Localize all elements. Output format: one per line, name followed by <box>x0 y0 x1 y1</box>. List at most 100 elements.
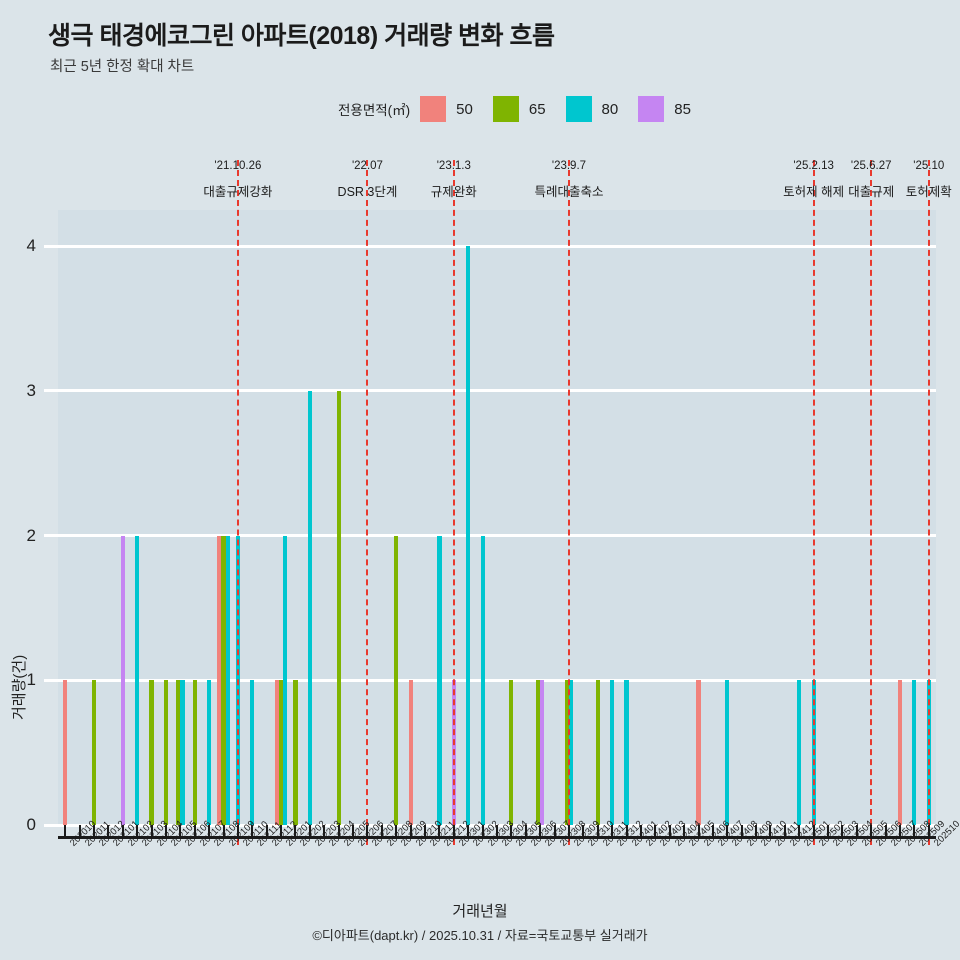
x-tick-mark <box>711 825 714 836</box>
event-text-label: DSR 3단계 <box>337 185 398 199</box>
x-axis-line <box>58 836 936 839</box>
bar[interactable] <box>624 680 629 825</box>
legend-label: 85 <box>674 100 691 118</box>
bar[interactable] <box>480 535 485 825</box>
bar[interactable] <box>63 680 68 825</box>
bar[interactable] <box>307 390 312 825</box>
x-tick-mark <box>280 825 283 836</box>
event-text-label: 규제완화 <box>430 185 477 199</box>
legend-item[interactable]: 50 <box>420 96 487 122</box>
y-tick-label: 1 <box>26 670 36 690</box>
page-subtitle: 최근 5년 한정 확대 차트 <box>50 59 195 75</box>
x-tick-mark <box>193 825 196 836</box>
bar[interactable] <box>509 680 514 825</box>
x-tick-mark <box>927 825 930 836</box>
bar[interactable] <box>225 535 230 825</box>
x-tick-mark <box>683 825 686 836</box>
legend-label: 80 <box>601 100 619 118</box>
event-text-label: 대출규제강화 <box>203 185 273 199</box>
x-tick-mark <box>92 825 95 836</box>
event-text-label: 토허제 해제 <box>783 185 845 199</box>
x-tick-mark <box>553 825 556 836</box>
x-tick-mark <box>294 825 297 836</box>
event-line <box>366 160 369 845</box>
x-tick-mark <box>582 825 585 836</box>
x-tick-mark <box>150 825 153 836</box>
x-tick-mark <box>567 825 570 836</box>
bar[interactable] <box>120 535 125 825</box>
event-line <box>812 160 815 845</box>
bar[interactable] <box>293 680 298 825</box>
x-axis-title: 거래년월 <box>452 903 508 920</box>
y-tick-label: 0 <box>26 815 36 834</box>
x-tick-mark <box>783 825 786 836</box>
bar[interactable] <box>192 680 197 825</box>
bar[interactable] <box>610 680 615 825</box>
x-tick-mark <box>899 825 902 836</box>
x-tick-mark <box>236 825 239 836</box>
bar[interactable] <box>221 535 226 825</box>
gridline <box>58 389 936 393</box>
x-tick-mark <box>366 825 369 836</box>
bar[interactable] <box>180 680 185 825</box>
bar[interactable] <box>91 680 97 825</box>
legend: 전용면적(㎡) 50 65 80 85 <box>338 96 711 122</box>
x-tick-mark <box>352 825 355 836</box>
bar[interactable] <box>336 390 341 825</box>
x-tick-mark <box>251 825 254 836</box>
x-tick-mark <box>380 825 383 836</box>
bar[interactable] <box>408 680 413 825</box>
legend-title: 전용면적(㎡) <box>338 103 411 118</box>
event-line <box>870 160 873 845</box>
bar[interactable] <box>135 535 140 825</box>
bar[interactable] <box>217 535 222 825</box>
bar[interactable] <box>564 680 569 825</box>
x-tick-mark <box>208 825 211 836</box>
x-tick-mark <box>337 825 340 836</box>
bar[interactable] <box>250 680 255 825</box>
bar[interactable] <box>437 535 442 825</box>
bar[interactable] <box>540 680 545 825</box>
bar[interactable] <box>176 680 181 825</box>
plot-area <box>58 210 936 827</box>
bar[interactable] <box>466 246 471 825</box>
bar[interactable] <box>394 535 399 825</box>
x-tick-mark <box>841 825 844 836</box>
x-tick-mark <box>884 825 887 836</box>
legend-item[interactable]: 80 <box>565 96 633 122</box>
bar[interactable] <box>278 680 284 825</box>
bars-layer <box>58 210 936 825</box>
event-date-label: '25.10 <box>913 160 945 172</box>
x-tick-mark <box>107 825 110 836</box>
bar[interactable] <box>696 680 701 825</box>
bar[interactable] <box>568 680 574 825</box>
bar[interactable] <box>725 680 730 825</box>
legend-item[interactable]: 85 <box>638 96 705 122</box>
bar[interactable] <box>283 535 288 825</box>
legend-label: 65 <box>528 100 546 118</box>
x-tick-mark <box>726 825 729 836</box>
x-tick-mark <box>913 825 916 836</box>
bar[interactable] <box>163 680 169 825</box>
legend-swatch-50 <box>420 96 447 122</box>
x-tick-mark <box>496 825 498 836</box>
bar[interactable] <box>535 680 541 825</box>
y-tick-label: 4 <box>26 236 36 256</box>
bar[interactable] <box>912 680 917 825</box>
bar[interactable] <box>274 680 279 825</box>
event-line <box>452 160 455 845</box>
y-tick-mark <box>44 823 58 827</box>
x-tick-mark <box>164 825 167 836</box>
x-tick-mark <box>265 825 268 836</box>
bar[interactable] <box>797 680 802 825</box>
x-tick-mark <box>424 825 427 836</box>
legend-item[interactable]: 65 <box>492 96 560 122</box>
bar[interactable] <box>595 680 600 825</box>
x-tick-mark <box>409 825 412 836</box>
bar[interactable] <box>207 680 212 825</box>
bar[interactable] <box>897 680 903 825</box>
bar[interactable] <box>149 680 154 825</box>
x-tick-mark <box>452 825 455 836</box>
x-tick-mark <box>481 825 484 836</box>
